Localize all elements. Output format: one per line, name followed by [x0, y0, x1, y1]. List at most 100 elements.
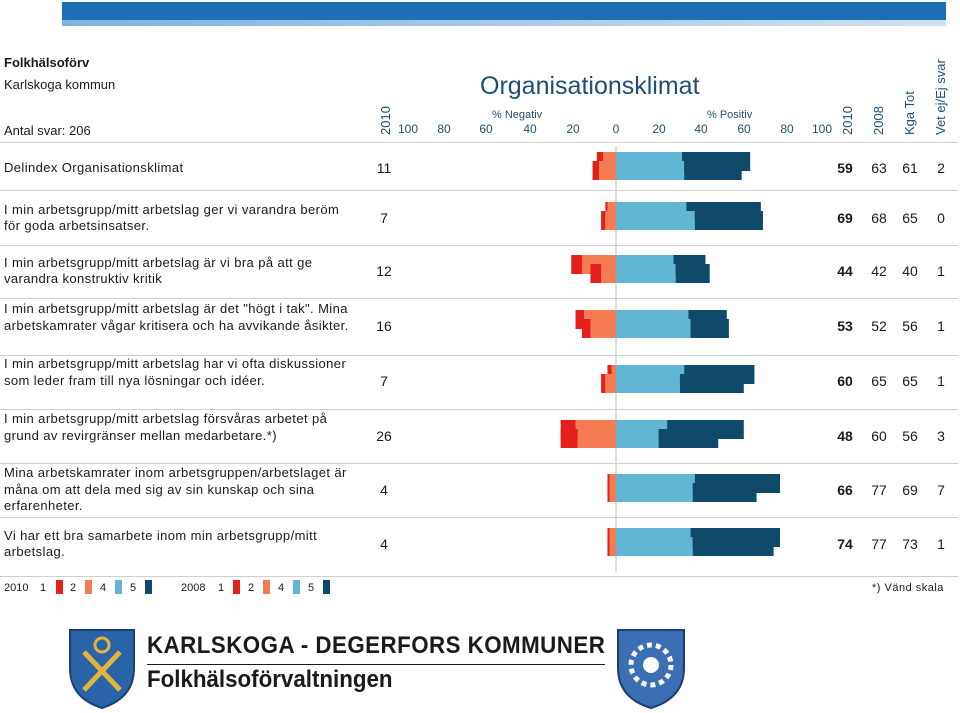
axis-tick-label: 40	[523, 122, 537, 136]
vet-ej-value: 7	[937, 482, 945, 498]
legend-2010-key-2: 2	[70, 582, 77, 594]
legend-2008-key-4: 4	[278, 582, 285, 594]
bar-2010-value-2	[598, 161, 616, 180]
positive-2010-value: 66	[837, 482, 853, 498]
footer-rule	[147, 664, 605, 665]
legend-2010-swatch-1	[56, 580, 63, 594]
kga-tot-value: 65	[902, 210, 918, 226]
axis-tick-label: 0	[612, 122, 620, 136]
question-text: I min arbetsgrupp/mitt arbetslag ger vi …	[4, 201, 340, 234]
legend-2010-swatch-2	[85, 580, 92, 594]
bar-2010-value-5	[690, 319, 729, 338]
negative-2010-value: 7	[380, 210, 388, 226]
axis-tick-label: 20	[652, 122, 666, 136]
bar-2010-value-5	[692, 537, 774, 556]
legend-2008-label: 2008	[181, 582, 206, 594]
row-separator	[0, 245, 958, 246]
negative-2010-value: 4	[380, 536, 388, 552]
bar-2010-value-5	[692, 483, 757, 502]
positive-2010-value: 48	[837, 428, 853, 444]
bar-2010-value-5	[675, 264, 710, 283]
bar-2010-value-5	[694, 211, 763, 230]
axis-tick-label: 20	[566, 122, 580, 136]
axis-tick-label: 80	[437, 122, 451, 136]
bar-2010-value-1	[607, 537, 610, 556]
bar-2010-value-1	[601, 211, 606, 230]
positive-2010-value: 53	[837, 318, 853, 334]
bar-2010-value-1	[590, 264, 602, 283]
positive-2008-value: 60	[871, 428, 887, 444]
bar-2010-value-2	[577, 429, 616, 448]
vet-ej-value: 3	[937, 428, 945, 444]
row-separator	[0, 190, 958, 191]
bar-2010-value-5	[684, 161, 742, 180]
top-banner	[62, 2, 946, 20]
legend-2010-key-5: 5	[130, 582, 137, 594]
delindex-label: Delindex Organisationsklimat	[4, 159, 184, 175]
positive-axis-label: % Positiv	[707, 109, 753, 121]
legend-2008-swatch-4	[293, 580, 300, 594]
row-separator	[0, 298, 958, 299]
legend-2010-swatch-4	[115, 580, 122, 594]
question-text: Vi har ett bra samarbete inom min arbets…	[4, 527, 318, 560]
bar-2010-value-2	[609, 483, 616, 502]
legend-2008-swatch-1	[233, 580, 240, 594]
row-separator	[0, 463, 958, 464]
positive-2008-value: 68	[871, 210, 887, 226]
axis-tick-label: 60	[737, 122, 751, 136]
bar-2010-value-5	[679, 374, 744, 393]
legend-rule	[0, 576, 958, 577]
negative-axis-label: % Negativ	[492, 109, 543, 121]
bar-2010-value-2	[609, 537, 616, 556]
legend-2010-label: 2010	[4, 582, 29, 594]
kga-tot-value: 69	[902, 482, 918, 498]
header-rule	[0, 142, 958, 143]
negative-2010-value: 7	[380, 373, 388, 389]
bar-2010-value-2	[590, 319, 616, 338]
kga-tot-value: 56	[902, 428, 918, 444]
positive-2010-value: 59	[837, 160, 853, 176]
kga-tot-value: 56	[902, 318, 918, 334]
bar-2010-value-4	[616, 319, 691, 338]
positive-2008-value: 52	[871, 318, 887, 334]
legend-2008-key-1: 1	[218, 582, 225, 594]
legend-2010-key-4: 4	[100, 582, 107, 594]
bar-2010-value-4	[616, 211, 695, 230]
bar-2010-value-1	[592, 161, 599, 180]
legend-2010-key-1: 1	[40, 582, 47, 594]
axis-tick-label: 60	[479, 122, 493, 136]
negative-2010-value: 26	[376, 428, 392, 444]
top-banner-gradient	[62, 20, 946, 26]
bar-2010-value-2	[605, 211, 616, 230]
axis-tick-label: 80	[780, 122, 794, 136]
kga-tot-value: 40	[902, 263, 918, 279]
bar-2010-value-5	[658, 429, 719, 448]
respondent-count: Antal svar: 206	[4, 123, 91, 138]
kga-tot-value: 73	[902, 536, 918, 552]
legend-2010-swatch-5	[145, 580, 152, 594]
bar-2010-value-2	[605, 374, 616, 393]
negative-2010-value: 4	[380, 482, 388, 498]
positive-2010-value: 44	[837, 263, 853, 279]
kga-tot-value: 65	[902, 373, 918, 389]
bar-2010-value-4	[616, 264, 676, 283]
bar-2010-value-4	[616, 374, 680, 393]
negative-2010-value: 16	[376, 318, 392, 334]
reversed-scale-note: *) Vänd skala	[872, 582, 944, 594]
row-separator	[0, 355, 958, 356]
bar-2010-value-1	[607, 483, 610, 502]
axis-tick-label: 40	[694, 122, 708, 136]
question-text: I min arbetsgrupp/mitt arbetslag har vi …	[4, 356, 347, 388]
kga-tot-value: 61	[902, 160, 918, 176]
positive-2008-value: 77	[871, 482, 887, 498]
positive-2008-value: 63	[871, 160, 887, 176]
vet-ej-value: 1	[937, 536, 945, 552]
bar-2010-value-4	[616, 161, 685, 180]
positive-2010-value: 60	[837, 373, 853, 389]
question-text: Mina arbetskamrater inom arbetsgruppen/a…	[4, 465, 347, 514]
bar-2010-value-4	[616, 483, 693, 502]
vet-ej-value: 1	[937, 263, 945, 279]
legend-2008-swatch-5	[323, 580, 330, 594]
bar-2008-value-1	[571, 255, 582, 274]
